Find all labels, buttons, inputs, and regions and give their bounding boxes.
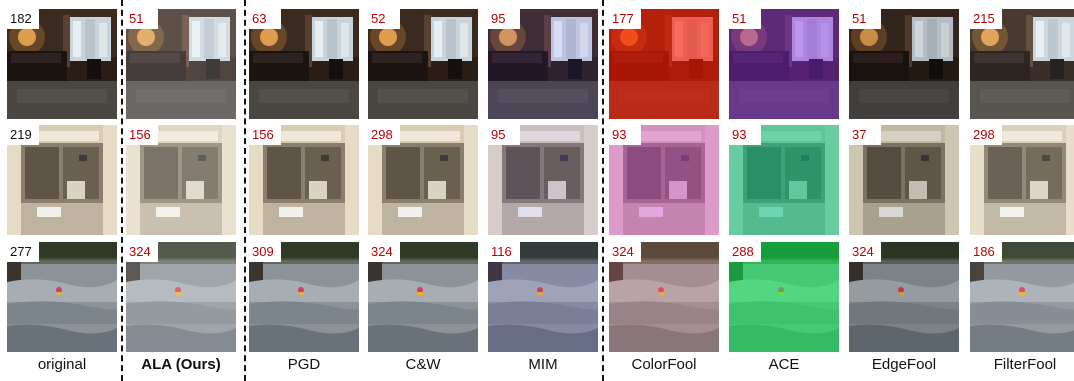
image-tile-river: 186 [970,242,1074,352]
prediction-label: 51 [729,9,761,29]
image-tile-hospital-room: 93 [609,125,719,235]
image-tile-hospital-room: 93 [729,125,839,235]
prediction-label: 219 [7,125,39,145]
image-tile-bedroom: 182 [7,9,117,119]
image-tile-river: 324 [609,242,719,352]
image-tile-hospital-room: 95 [488,125,598,235]
prediction-label: 93 [609,125,641,145]
image-tile-bedroom: 51 [849,9,959,119]
image-tile-hospital-room: 156 [126,125,236,235]
image-tile-bedroom: 51 [126,9,236,119]
prediction-label: 156 [249,125,281,145]
prediction-label: 298 [368,125,400,145]
image-tile-bedroom: 177 [609,9,719,119]
divider-pixel-color [602,0,604,381]
prediction-label: 156 [126,125,158,145]
image-tile-hospital-room: 298 [970,125,1074,235]
image-tile-hospital-room: 298 [368,125,478,235]
image-tile-bedroom: 95 [488,9,598,119]
column-caption: EdgeFool [871,356,937,373]
prediction-label: 51 [126,9,158,29]
prediction-label: 37 [849,125,881,145]
prediction-label: 288 [729,242,761,262]
image-tile-river: 288 [729,242,839,352]
divider-ala-pixel [244,0,246,381]
column-caption: original [37,356,87,373]
column-caption: ACE [768,356,800,373]
image-tile-hospital-room: 156 [249,125,359,235]
image-tile-river: 324 [126,242,236,352]
image-tile-river: 324 [368,242,478,352]
column-caption: MIM [528,356,558,373]
prediction-label: 93 [729,125,761,145]
prediction-label: 309 [249,242,281,262]
prediction-label: 324 [368,242,400,262]
image-tile-bedroom: 215 [970,9,1074,119]
prediction-label: 324 [126,242,158,262]
divider-original-ala [121,0,123,381]
image-tile-river: 116 [488,242,598,352]
prediction-label: 277 [7,242,39,262]
prediction-label: 298 [970,125,1002,145]
prediction-label: 95 [488,125,520,145]
prediction-label: 324 [609,242,641,262]
image-tile-river: 324 [849,242,959,352]
prediction-label: 186 [970,242,1002,262]
prediction-label: 95 [488,9,520,29]
column-caption: FilterFool [993,356,1057,373]
prediction-label: 63 [249,9,281,29]
prediction-label: 182 [7,9,39,29]
column-caption: PGD [287,356,321,373]
prediction-label: 116 [488,242,520,262]
column-caption: ColorFool [631,356,697,373]
image-tile-bedroom: 52 [368,9,478,119]
column-caption: C&W [405,356,441,373]
column-caption: ALA (Ours) [141,356,221,373]
prediction-label: 177 [609,9,641,29]
image-tile-river: 277 [7,242,117,352]
image-tile-bedroom: 63 [249,9,359,119]
prediction-label: 215 [970,9,1002,29]
image-tile-bedroom: 51 [729,9,839,119]
image-tile-river: 309 [249,242,359,352]
image-tile-hospital-room: 219 [7,125,117,235]
prediction-label: 52 [368,9,400,29]
prediction-label: 51 [849,9,881,29]
prediction-label: 324 [849,242,881,262]
image-tile-hospital-room: 37 [849,125,959,235]
